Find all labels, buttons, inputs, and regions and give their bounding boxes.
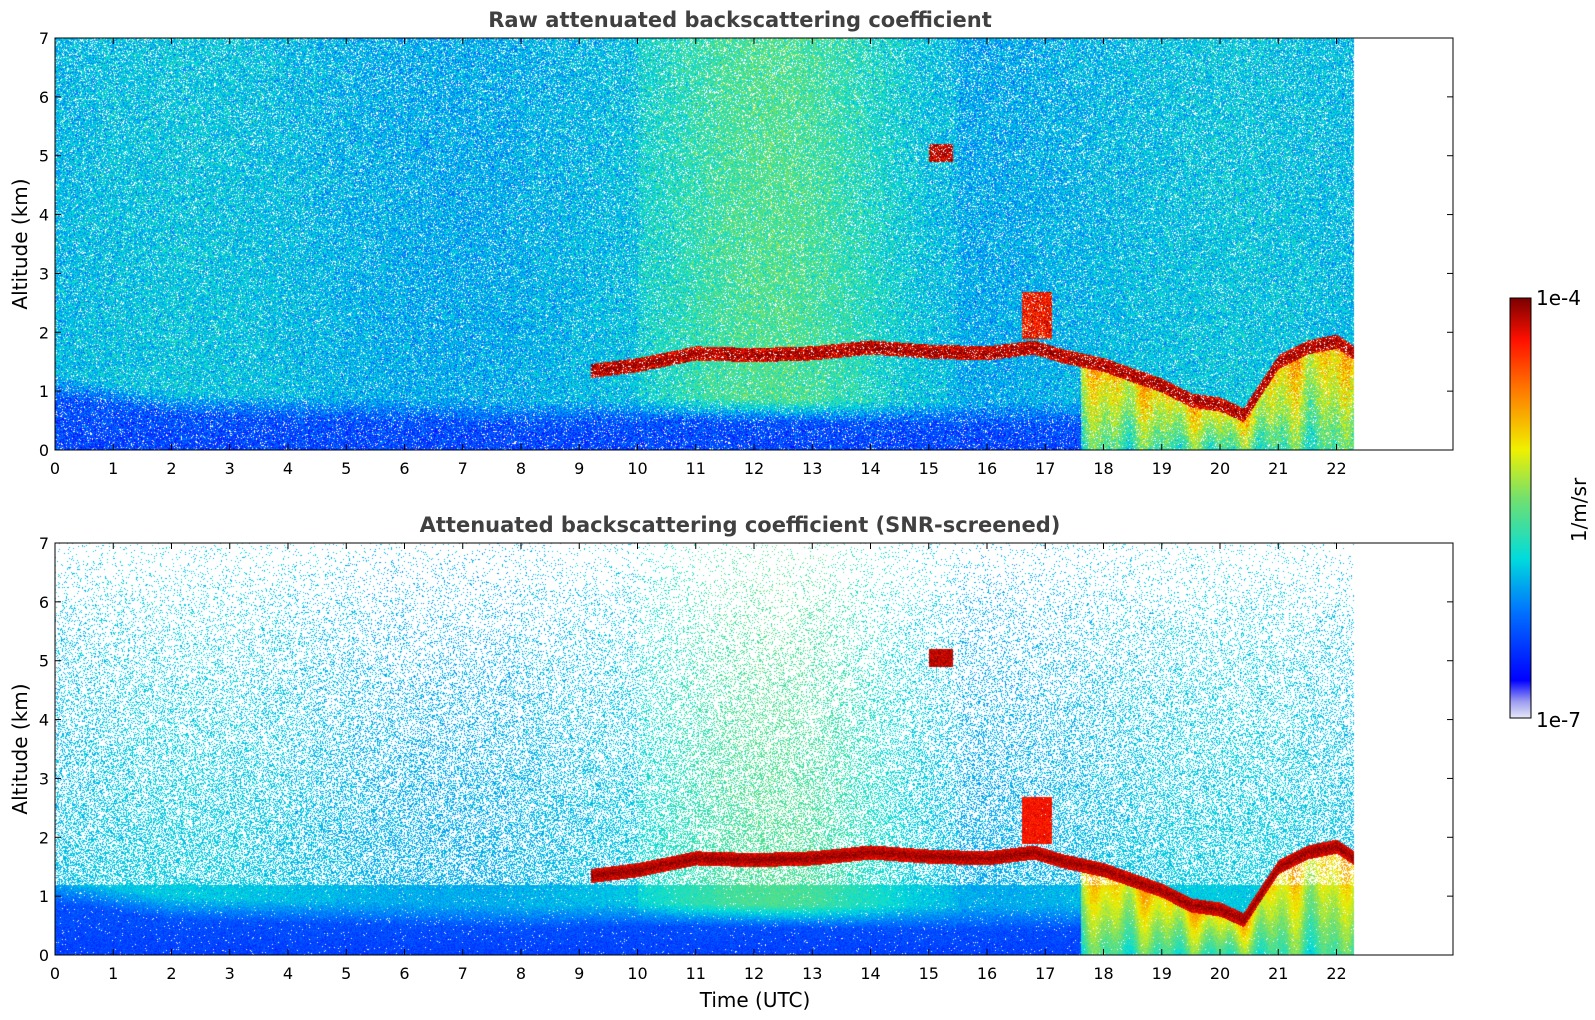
x-tick-label: 13 [802,964,822,983]
x-tick-label: 18 [1093,459,1113,478]
y-tick-label: 3 [39,769,49,788]
x-tick-label: 2 [166,459,176,478]
y-tick-label: 7 [39,29,49,48]
x-tick-label: 6 [399,459,409,478]
panel-raw: Raw attenuated backscattering coefficien… [8,8,1454,478]
x-tick-label: 21 [1268,459,1288,478]
x-tick-label: 10 [627,964,647,983]
panel-title-raw: Raw attenuated backscattering coefficien… [488,8,992,32]
x-tick-label: 15 [919,459,939,478]
heatmap-screened [55,543,1453,955]
x-tick-label: 1 [108,459,118,478]
heatmap-raw [55,38,1453,450]
x-tick-label: 7 [458,459,468,478]
x-tick-label: 5 [341,964,351,983]
x-tick-label: 3 [225,459,235,478]
x-tick-label: 20 [1210,459,1230,478]
x-tick-label: 7 [458,964,468,983]
x-tick-label: 12 [744,459,764,478]
x-tick-label: 18 [1093,964,1113,983]
y-axis-label-screened: Altitude (km) [8,683,32,814]
x-tick-label: 2 [166,964,176,983]
x-tick-label: 10 [627,459,647,478]
x-axis-screened: 0 1 2 3 4 5 6 7 8 9 10 11 12 13 14 15 16 17 18 19 20 21 22 [50,543,1347,983]
x-tick-label: 1 [108,964,118,983]
x-tick-label: 0 [50,964,60,983]
y-tick-label: 0 [39,946,49,965]
x-tick-label: 21 [1268,964,1288,983]
x-tick-label: 11 [686,964,706,983]
x-tick-label: 13 [802,459,822,478]
colorbar-min-label: 1e-7 [1536,708,1581,732]
x-tick-label: 8 [516,964,526,983]
x-tick-label: 11 [686,459,706,478]
x-tick-label: 14 [860,964,880,983]
x-tick-label: 0 [50,459,60,478]
colorbar-gradient [1509,297,1532,719]
panel-title-screened: Attenuated backscattering coefficient (S… [420,513,1061,537]
x-tick-label: 9 [574,459,584,478]
y-tick-label: 2 [39,828,49,847]
x-tick-label: 15 [919,964,939,983]
x-tick-label: 4 [283,964,293,983]
x-tick-label: 16 [977,459,997,478]
x-tick-label: 19 [1152,459,1172,478]
y-tick-label: 5 [39,652,49,671]
y-axis-screened: 0 1 2 3 4 5 6 7 [39,534,1453,965]
y-axis-raw: 0 1 2 3 4 5 6 7 [39,29,1453,460]
colorbar: 1e-4 1e-7 1/m/sr [1509,286,1591,732]
panel-screened: Attenuated backscattering coefficient (S… [8,513,1454,1012]
x-tick-label: 12 [744,964,764,983]
x-tick-label: 8 [516,459,526,478]
y-tick-label: 5 [39,147,49,166]
colorbar-units-label: 1/m/sr [1567,477,1591,542]
x-tick-label: 14 [860,459,880,478]
y-tick-label: 6 [39,88,49,107]
y-tick-label: 7 [39,534,49,553]
y-axis-label-raw: Altitude (km) [8,178,32,309]
x-tick-label: 20 [1210,964,1230,983]
x-tick-label: 4 [283,459,293,478]
colorbar-max-label: 1e-4 [1536,286,1581,310]
x-tick-label: 17 [1035,964,1055,983]
x-tick-label: 22 [1326,459,1346,478]
y-tick-label: 4 [39,711,49,730]
y-tick-label: 6 [39,593,49,612]
x-tick-label: 6 [399,964,409,983]
y-tick-label: 2 [39,323,49,342]
x-axis-raw: 0 1 2 3 4 5 6 7 8 9 10 11 12 13 14 15 16 17 18 19 20 21 22 [50,38,1347,478]
x-tick-label: 19 [1152,964,1172,983]
x-tick-label: 5 [341,459,351,478]
x-tick-label: 22 [1326,964,1346,983]
x-tick-label: 16 [977,964,997,983]
x-tick-label: 17 [1035,459,1055,478]
y-tick-label: 1 [39,887,49,906]
y-tick-label: 3 [39,264,49,283]
x-axis-label: Time (UTC) [699,988,811,1012]
y-tick-label: 1 [39,382,49,401]
y-tick-label: 0 [39,441,49,460]
x-tick-label: 9 [574,964,584,983]
y-tick-label: 4 [39,206,49,225]
x-tick-label: 3 [225,964,235,983]
